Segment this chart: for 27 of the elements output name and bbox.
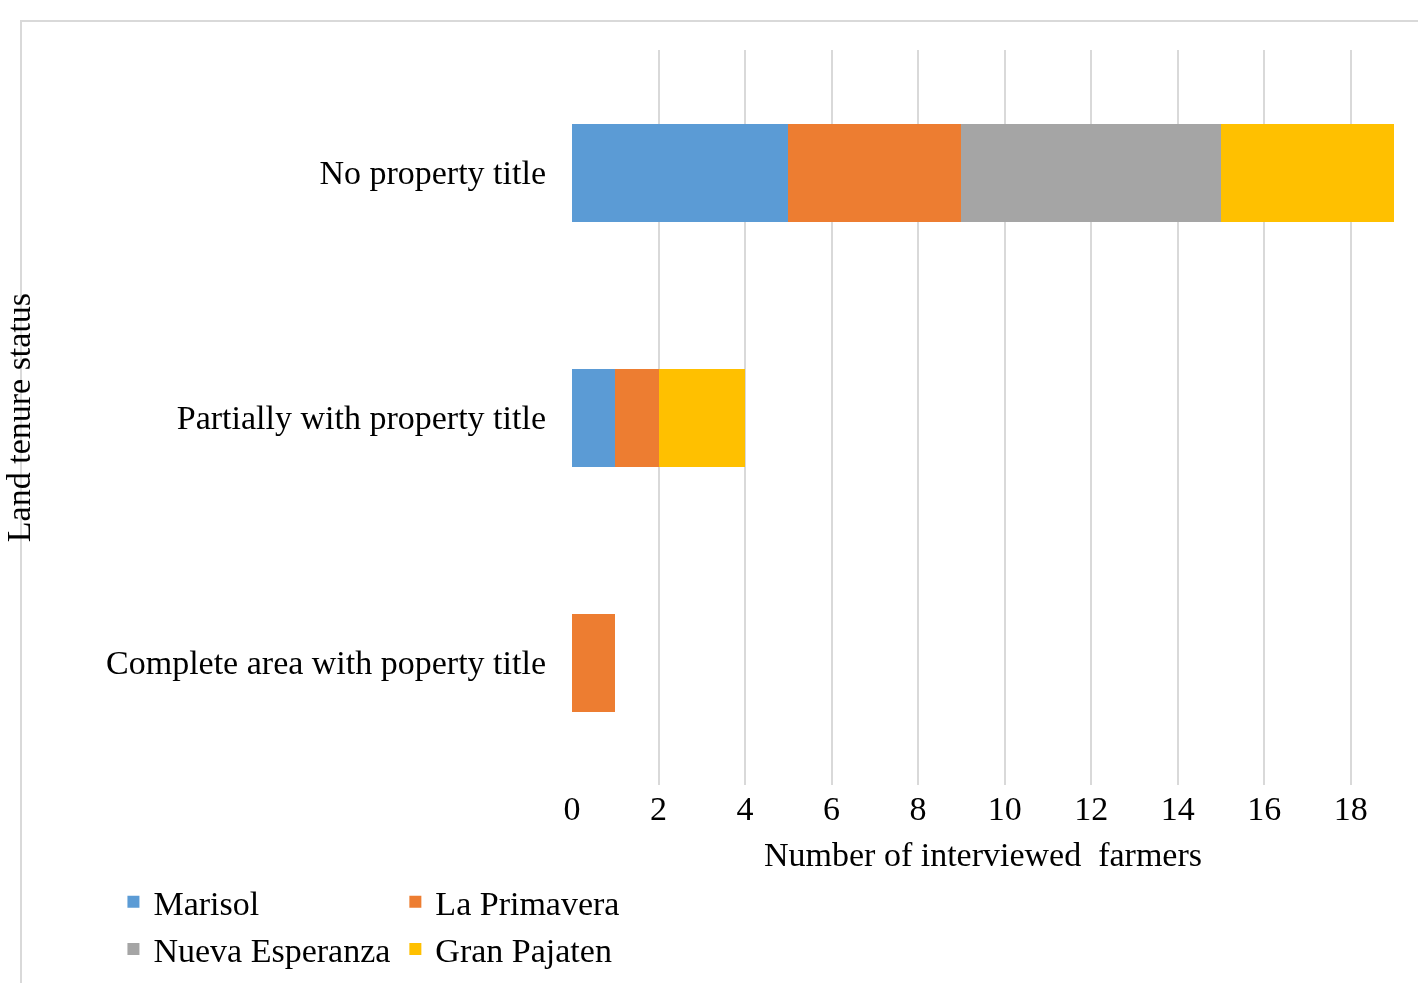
x-tick-label: 0 xyxy=(563,790,581,828)
x-tick-label: 18 xyxy=(1333,790,1368,828)
x-tick-label: 2 xyxy=(650,790,668,828)
y-tick-label: No property title xyxy=(319,154,546,192)
x-tick-label: 10 xyxy=(987,790,1022,828)
bar xyxy=(615,368,659,467)
legend-label: Gran Pajaten xyxy=(435,932,612,970)
bar xyxy=(961,123,1221,222)
bar xyxy=(788,123,962,222)
x-tick-label: 12 xyxy=(1074,790,1109,828)
x-tick-label: 8 xyxy=(909,790,927,828)
bar xyxy=(658,368,746,467)
y-tick-label: Partially with property title xyxy=(176,399,546,437)
bar xyxy=(572,368,616,467)
x-axis-title: Number of interviewed farmers xyxy=(763,836,1203,874)
x-tick-label: 4 xyxy=(736,790,754,828)
y-tick-label: Complete area with poperty title xyxy=(106,644,546,682)
x-tick-label: 16 xyxy=(1247,790,1282,828)
y-axis-title: Land tenure status xyxy=(0,292,37,543)
bar xyxy=(572,123,789,222)
bar xyxy=(572,613,616,712)
legend-label: La Primavera xyxy=(435,884,620,922)
legend-label: Nueva Esperanza xyxy=(153,932,391,970)
x-tick-label: 14 xyxy=(1160,790,1195,828)
x-tick-label: 6 xyxy=(823,790,841,828)
legend-label: Marisol xyxy=(153,884,260,922)
bar xyxy=(1220,123,1394,222)
